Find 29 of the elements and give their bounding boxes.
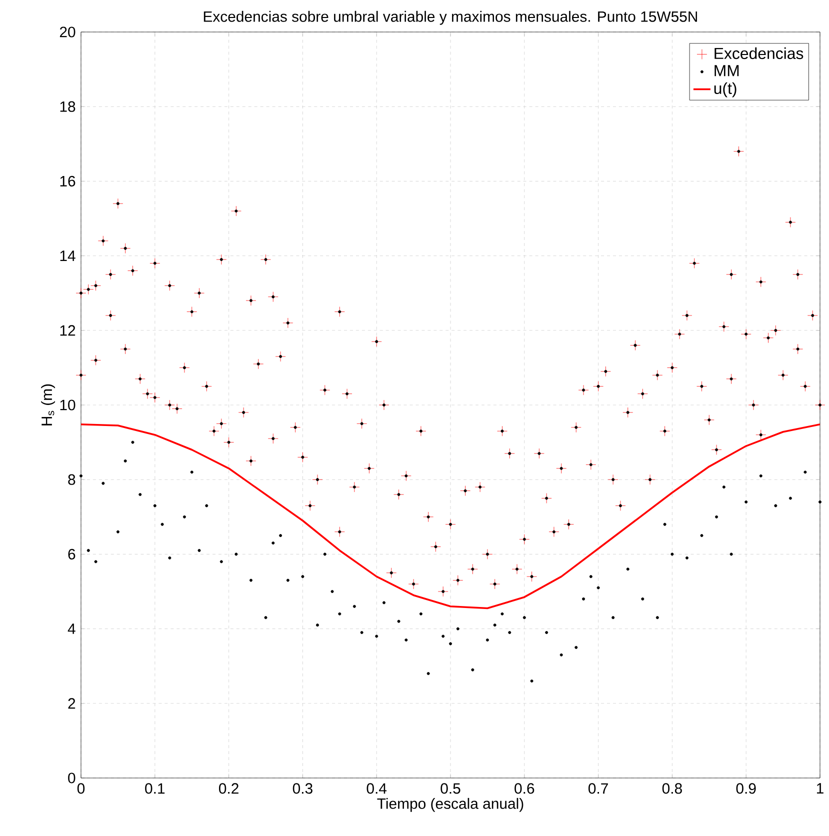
line-series	[80, 423, 820, 610]
y-tick-label: 0	[68, 772, 76, 784]
x-tick-label: 0.6	[514, 783, 534, 794]
y-tick-label: 14	[60, 250, 76, 261]
x-tick-label: 0.4	[366, 783, 386, 794]
x-tick-label: 0	[77, 783, 84, 794]
y-tick-label: 16	[60, 176, 76, 186]
y-tick-label: 4	[68, 624, 76, 634]
x-tick-label: 0.8	[662, 783, 682, 794]
y-tick-label: 12	[60, 325, 76, 336]
legend-label: u(t)	[714, 82, 736, 98]
x-tick-label: 0.5	[440, 783, 460, 794]
y-tick-label: 10	[60, 400, 76, 410]
x-tick-label: 0.9	[736, 783, 756, 794]
chart-title: Excedencias sobre umbral variable y maximos mensuales. Punto 15W55N	[204, 10, 697, 25]
y-tick-label: 20	[60, 26, 76, 38]
y-tick-label: 8	[68, 474, 76, 485]
x-tick-label: 0.1	[145, 783, 164, 794]
x-tick-label: 0.3	[292, 783, 312, 794]
x-axis-title: Tiempo (escala anual)	[377, 798, 524, 812]
y-tick-label: 2	[68, 698, 76, 709]
x-tick-label: 1	[816, 783, 824, 794]
legend-label: MM	[714, 65, 739, 76]
x-tick-label: 0.2	[218, 783, 238, 794]
x-tick-label: 0.7	[588, 783, 608, 794]
y-tick-label: 6	[68, 548, 76, 560]
y-tick-label: 18	[60, 101, 76, 112]
legend-label: Excedencias	[714, 47, 804, 60]
y-axis-title: H$_{s}$ (m)	[41, 384, 55, 426]
